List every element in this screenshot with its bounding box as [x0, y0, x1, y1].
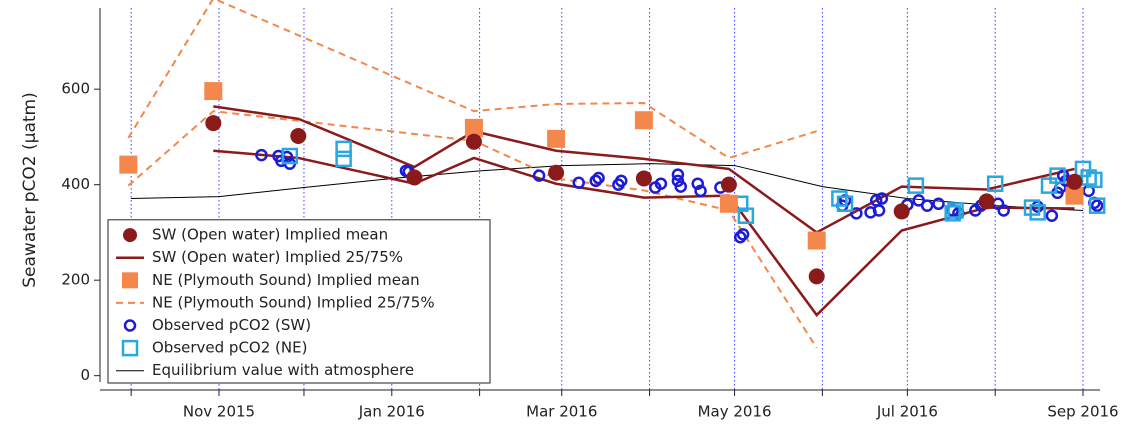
- series-line: [131, 163, 1084, 211]
- marker: [654, 177, 668, 190]
- marker: [831, 190, 848, 207]
- marker: [893, 203, 910, 220]
- marker: [1090, 199, 1104, 212]
- legend-swatch: [122, 272, 138, 289]
- legend-label: Observed pCO2 (SW): [152, 316, 311, 334]
- marker: [694, 184, 707, 198]
- marker: [1031, 200, 1044, 213]
- series-line: [127, 0, 818, 160]
- marker: [1023, 199, 1041, 216]
- marker: [719, 194, 738, 213]
- marker: [1049, 167, 1066, 184]
- marker: [547, 129, 566, 148]
- marker: [1074, 160, 1092, 178]
- legend-swatch: [123, 228, 137, 243]
- marker: [634, 111, 653, 130]
- marker: [978, 193, 995, 210]
- marker: [674, 180, 687, 193]
- legend-label: SW (Open water) Implied 25/75%: [152, 248, 403, 266]
- x-tick-label: Sep 2016: [1047, 403, 1118, 421]
- marker: [1066, 173, 1083, 190]
- marker: [720, 176, 737, 193]
- marker: [290, 127, 307, 144]
- marker: [1088, 197, 1106, 214]
- marker: [872, 204, 886, 217]
- x-tick-label: May 2016: [698, 403, 772, 421]
- marker: [920, 199, 934, 212]
- y-tick-label: 600: [61, 80, 90, 98]
- y-tick-label: 400: [61, 175, 90, 193]
- legend-swatch: [123, 319, 137, 332]
- legend-label: NE (Plymouth Sound) Implied 25/75%: [152, 293, 435, 311]
- y-axis-label: Seawater pCO2 (µatm): [20, 92, 40, 288]
- marker: [691, 177, 704, 190]
- plot-area: [119, 0, 1106, 349]
- marker: [850, 207, 863, 220]
- marker: [335, 150, 352, 168]
- marker: [635, 170, 652, 187]
- series-line: [213, 149, 1075, 317]
- marker: [572, 176, 586, 190]
- marker: [204, 82, 223, 101]
- legend-label: NE (Plymouth Sound) Implied mean: [152, 271, 420, 289]
- marker: [589, 174, 603, 188]
- marker: [1029, 204, 1046, 221]
- marker: [671, 168, 685, 181]
- marker: [736, 228, 750, 241]
- x-tick-label: Jul 2016: [876, 403, 938, 421]
- marker: [807, 231, 826, 250]
- marker: [733, 230, 747, 244]
- marker: [406, 169, 423, 186]
- marker: [912, 194, 925, 207]
- marker: [907, 177, 925, 194]
- marker: [592, 171, 605, 185]
- y-tick-label: 0: [80, 366, 90, 384]
- marker: [532, 169, 546, 182]
- x-tick-label: Nov 2015: [183, 403, 255, 421]
- y-tick-label: 200: [61, 271, 90, 289]
- marker: [737, 207, 755, 224]
- marker: [548, 164, 565, 181]
- marker: [875, 192, 889, 205]
- marker: [255, 148, 268, 162]
- x-tick-label: Mar 2016: [526, 403, 597, 421]
- marker: [932, 197, 945, 211]
- marker: [997, 204, 1010, 217]
- legend-label: SW (Open water) Implied mean: [152, 226, 388, 244]
- series-line: [213, 105, 1075, 234]
- marker: [808, 268, 825, 285]
- marker: [1080, 169, 1097, 186]
- marker: [1086, 171, 1103, 189]
- marker: [465, 133, 482, 150]
- marker: [836, 195, 854, 213]
- marker: [986, 175, 1004, 192]
- marker: [614, 174, 628, 188]
- marker: [1065, 186, 1084, 205]
- legend-label: Observed pCO2 (NE): [152, 339, 307, 357]
- marker: [119, 155, 138, 174]
- marker: [464, 118, 483, 137]
- marker: [281, 147, 299, 165]
- marker: [1045, 209, 1059, 222]
- x-tick-label: Jan 2016: [358, 403, 425, 421]
- marker: [1040, 177, 1058, 194]
- marker: [944, 205, 961, 222]
- marker: [205, 115, 222, 132]
- legend-label: Equilibrium value with atmosphere: [152, 361, 414, 379]
- marker: [335, 140, 352, 158]
- marker: [947, 202, 964, 219]
- legend-box: [107, 219, 491, 384]
- legend-swatch: [121, 339, 139, 357]
